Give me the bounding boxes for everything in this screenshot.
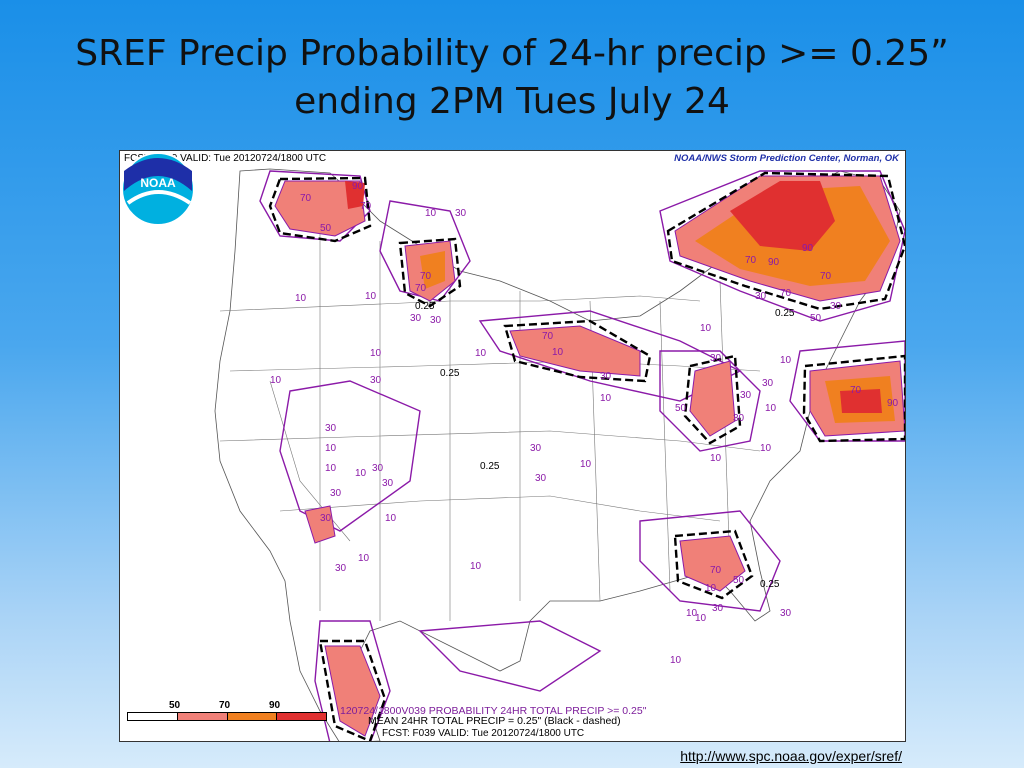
source-link[interactable]: http://www.spc.noaa.gov/exper/sref/: [680, 748, 902, 764]
contour-label: 0.25: [760, 579, 780, 590]
map-footer-probability: 120724/1800V039 PROBABILITY 24HR TOTAL P…: [340, 705, 647, 717]
contour-label: 10: [425, 208, 437, 219]
sref-probability-map: 90 70 70 50 10 30 10 70 0.25 10 70 30 10 30 10 0.25 30 10…: [119, 150, 906, 742]
contour-label: 10: [325, 463, 337, 474]
contour-label: 70: [415, 283, 427, 294]
contour-label: 10: [355, 468, 367, 479]
legend-swatch-90: [277, 713, 326, 720]
contour-label: 50: [320, 223, 332, 234]
map-footer-valid: FCST: F039 VALID: Tue 20120724/1800 UTC: [382, 728, 585, 739]
contour-label: 70: [780, 288, 792, 299]
probability-contours: [259, 170, 905, 741]
contour-label: 30: [382, 478, 394, 489]
contour-label: 70: [710, 565, 722, 576]
contour-label: 30: [780, 608, 792, 619]
contour-label: 10: [686, 608, 698, 619]
contour-label: 10: [385, 513, 397, 524]
contour-label: 30: [830, 301, 842, 312]
contour-label: 10: [765, 403, 777, 414]
contour-label: 30: [600, 371, 612, 382]
contour-label: 10: [710, 453, 722, 464]
map-header-right: NOAA/NWS Storm Prediction Center, Norman…: [674, 153, 899, 164]
contour-label: 70: [420, 271, 432, 282]
contour-label: 10: [295, 293, 307, 304]
contour-label: 30: [372, 463, 384, 474]
contour-label: 50: [675, 403, 687, 414]
contour-label: 10: [780, 355, 792, 366]
contour-label: 30: [712, 603, 724, 614]
contour-label: 30: [330, 488, 342, 499]
contour-label: 10: [270, 375, 282, 386]
contour-label: 30: [325, 423, 337, 434]
legend-label-70: 70: [219, 700, 231, 711]
map-footer-mean-precip: MEAN 24HR TOTAL PRECIP = 0.25" (Black - …: [368, 715, 621, 727]
contour-label: 70: [360, 201, 372, 212]
contour-label: 10: [670, 655, 682, 666]
contour-label: 0.25: [480, 461, 500, 472]
legend-color-bar: [127, 712, 327, 721]
contour-label: 10: [365, 291, 377, 302]
contour-label: 30: [410, 313, 422, 324]
contour-label: 10: [760, 443, 772, 454]
contour-label: 10: [552, 347, 564, 358]
contour-label: 10: [475, 348, 487, 359]
mean-precip-dashed-contours: [268, 171, 905, 741]
contour-label: 30: [733, 413, 745, 424]
contour-label: 0.25: [440, 368, 460, 379]
prob-90-areas: [345, 181, 882, 413]
contour-label: 10: [370, 348, 382, 359]
probability-legend: 50 70 90: [127, 700, 327, 721]
contour-label: 10: [705, 583, 717, 594]
contour-label: 10: [700, 323, 712, 334]
contour-label: 30: [335, 563, 347, 574]
contour-label: 50: [810, 313, 822, 324]
legend-swatch-below-50: [128, 713, 178, 720]
contour-label: 70: [300, 193, 312, 204]
coastline: [214, 168, 901, 741]
slide-title: SREF Precip Probability of 24-hr precip …: [40, 30, 984, 126]
contour-label: 90: [887, 398, 899, 409]
political-boundaries: [219, 231, 761, 621]
legend-label-50: 50: [169, 700, 181, 711]
contour-label: 30: [755, 291, 767, 302]
noaa-logo-icon: NOAA: [121, 152, 195, 226]
contour-label: 30: [455, 208, 467, 219]
contour-label: 30: [530, 443, 542, 454]
contour-label: 10: [470, 561, 482, 572]
contour-label: 10: [325, 443, 337, 454]
contour-label: 70: [850, 385, 862, 396]
legend-labels: 50 70 90: [127, 700, 327, 712]
contour-label: 0.25: [415, 301, 435, 312]
slide-title-line1: SREF Precip Probability of 24-hr precip …: [75, 33, 949, 74]
contour-label: 30: [762, 378, 774, 389]
contour-label: 10: [580, 459, 592, 470]
legend-label-90: 90: [269, 700, 281, 711]
contour-label: 10: [358, 553, 370, 564]
noaa-logo-text: NOAA: [140, 176, 176, 190]
map-header-left: FCST: F039 VALID: Tue 20120724/1800 UTC: [124, 153, 327, 164]
contour-label: 90: [802, 243, 814, 254]
contour-label: 30: [430, 315, 442, 326]
contour-label: 30: [320, 513, 332, 524]
contour-label: 90: [352, 181, 364, 192]
contour-label: 70: [820, 271, 832, 282]
legend-swatch-70: [227, 713, 278, 720]
contour-label: 0.25: [775, 308, 795, 319]
slide-title-line2: ending 2PM Tues July 24: [294, 81, 730, 122]
contour-label: 30: [370, 375, 382, 386]
contour-label: 50: [733, 575, 745, 586]
contour-label: 70: [745, 255, 757, 266]
contour-label: 10: [600, 393, 612, 404]
contour-label: 10: [695, 613, 707, 624]
contour-label: 30: [710, 353, 722, 364]
contour-label: 90: [768, 257, 780, 268]
legend-swatch-50: [177, 713, 228, 720]
contour-label: 30: [740, 390, 752, 401]
contour-label: 30: [535, 473, 547, 484]
contour-label: 70: [542, 331, 554, 342]
